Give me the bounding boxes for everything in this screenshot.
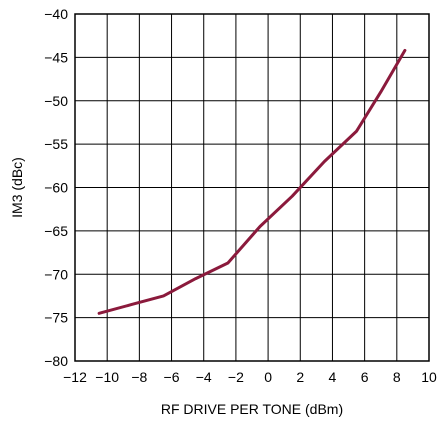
y-tick-label: −45 xyxy=(44,49,68,65)
x-tick-label: −2 xyxy=(228,369,244,385)
y-tick-label: −80 xyxy=(44,353,68,369)
x-tick-label: 10 xyxy=(421,369,437,385)
y-tick-label: −65 xyxy=(44,223,68,239)
x-tick-label: 0 xyxy=(264,369,272,385)
y-axis-title: IM3 (dBc) xyxy=(9,157,25,218)
x-tick-label: −4 xyxy=(196,369,212,385)
x-tick-label: 4 xyxy=(329,369,337,385)
x-tick-labels: −12 −10 −8 −6 −4 −2 0 2 4 6 8 10 xyxy=(63,369,437,385)
series-layer xyxy=(97,48,407,315)
y-tick-label: −40 xyxy=(44,6,68,22)
im3-series-line xyxy=(97,48,407,315)
x-axis-title: RF DRIVE PER TONE (dBm) xyxy=(161,401,343,417)
x-tick-label: −6 xyxy=(164,369,180,385)
grid xyxy=(75,14,429,361)
x-tick-label: −12 xyxy=(63,369,87,385)
x-tick-label: 6 xyxy=(361,369,369,385)
x-tick-label: −10 xyxy=(95,369,119,385)
x-tick-label: 8 xyxy=(393,369,401,385)
y-tick-label: −55 xyxy=(44,136,68,152)
y-tick-label: −50 xyxy=(44,93,68,109)
y-tick-label: −60 xyxy=(44,180,68,196)
x-tick-label: −8 xyxy=(131,369,147,385)
plot-frame xyxy=(74,13,430,362)
y-tick-label: −70 xyxy=(44,266,68,282)
x-tick-label: 2 xyxy=(296,369,304,385)
y-tick-labels: −40 −45 −50 −55 −60 −65 −70 −75 −80 xyxy=(44,6,68,369)
y-tick-label: −75 xyxy=(44,310,68,326)
